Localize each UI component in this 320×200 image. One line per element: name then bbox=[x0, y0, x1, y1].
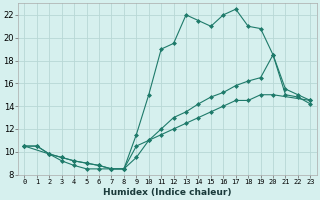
X-axis label: Humidex (Indice chaleur): Humidex (Indice chaleur) bbox=[103, 188, 232, 197]
